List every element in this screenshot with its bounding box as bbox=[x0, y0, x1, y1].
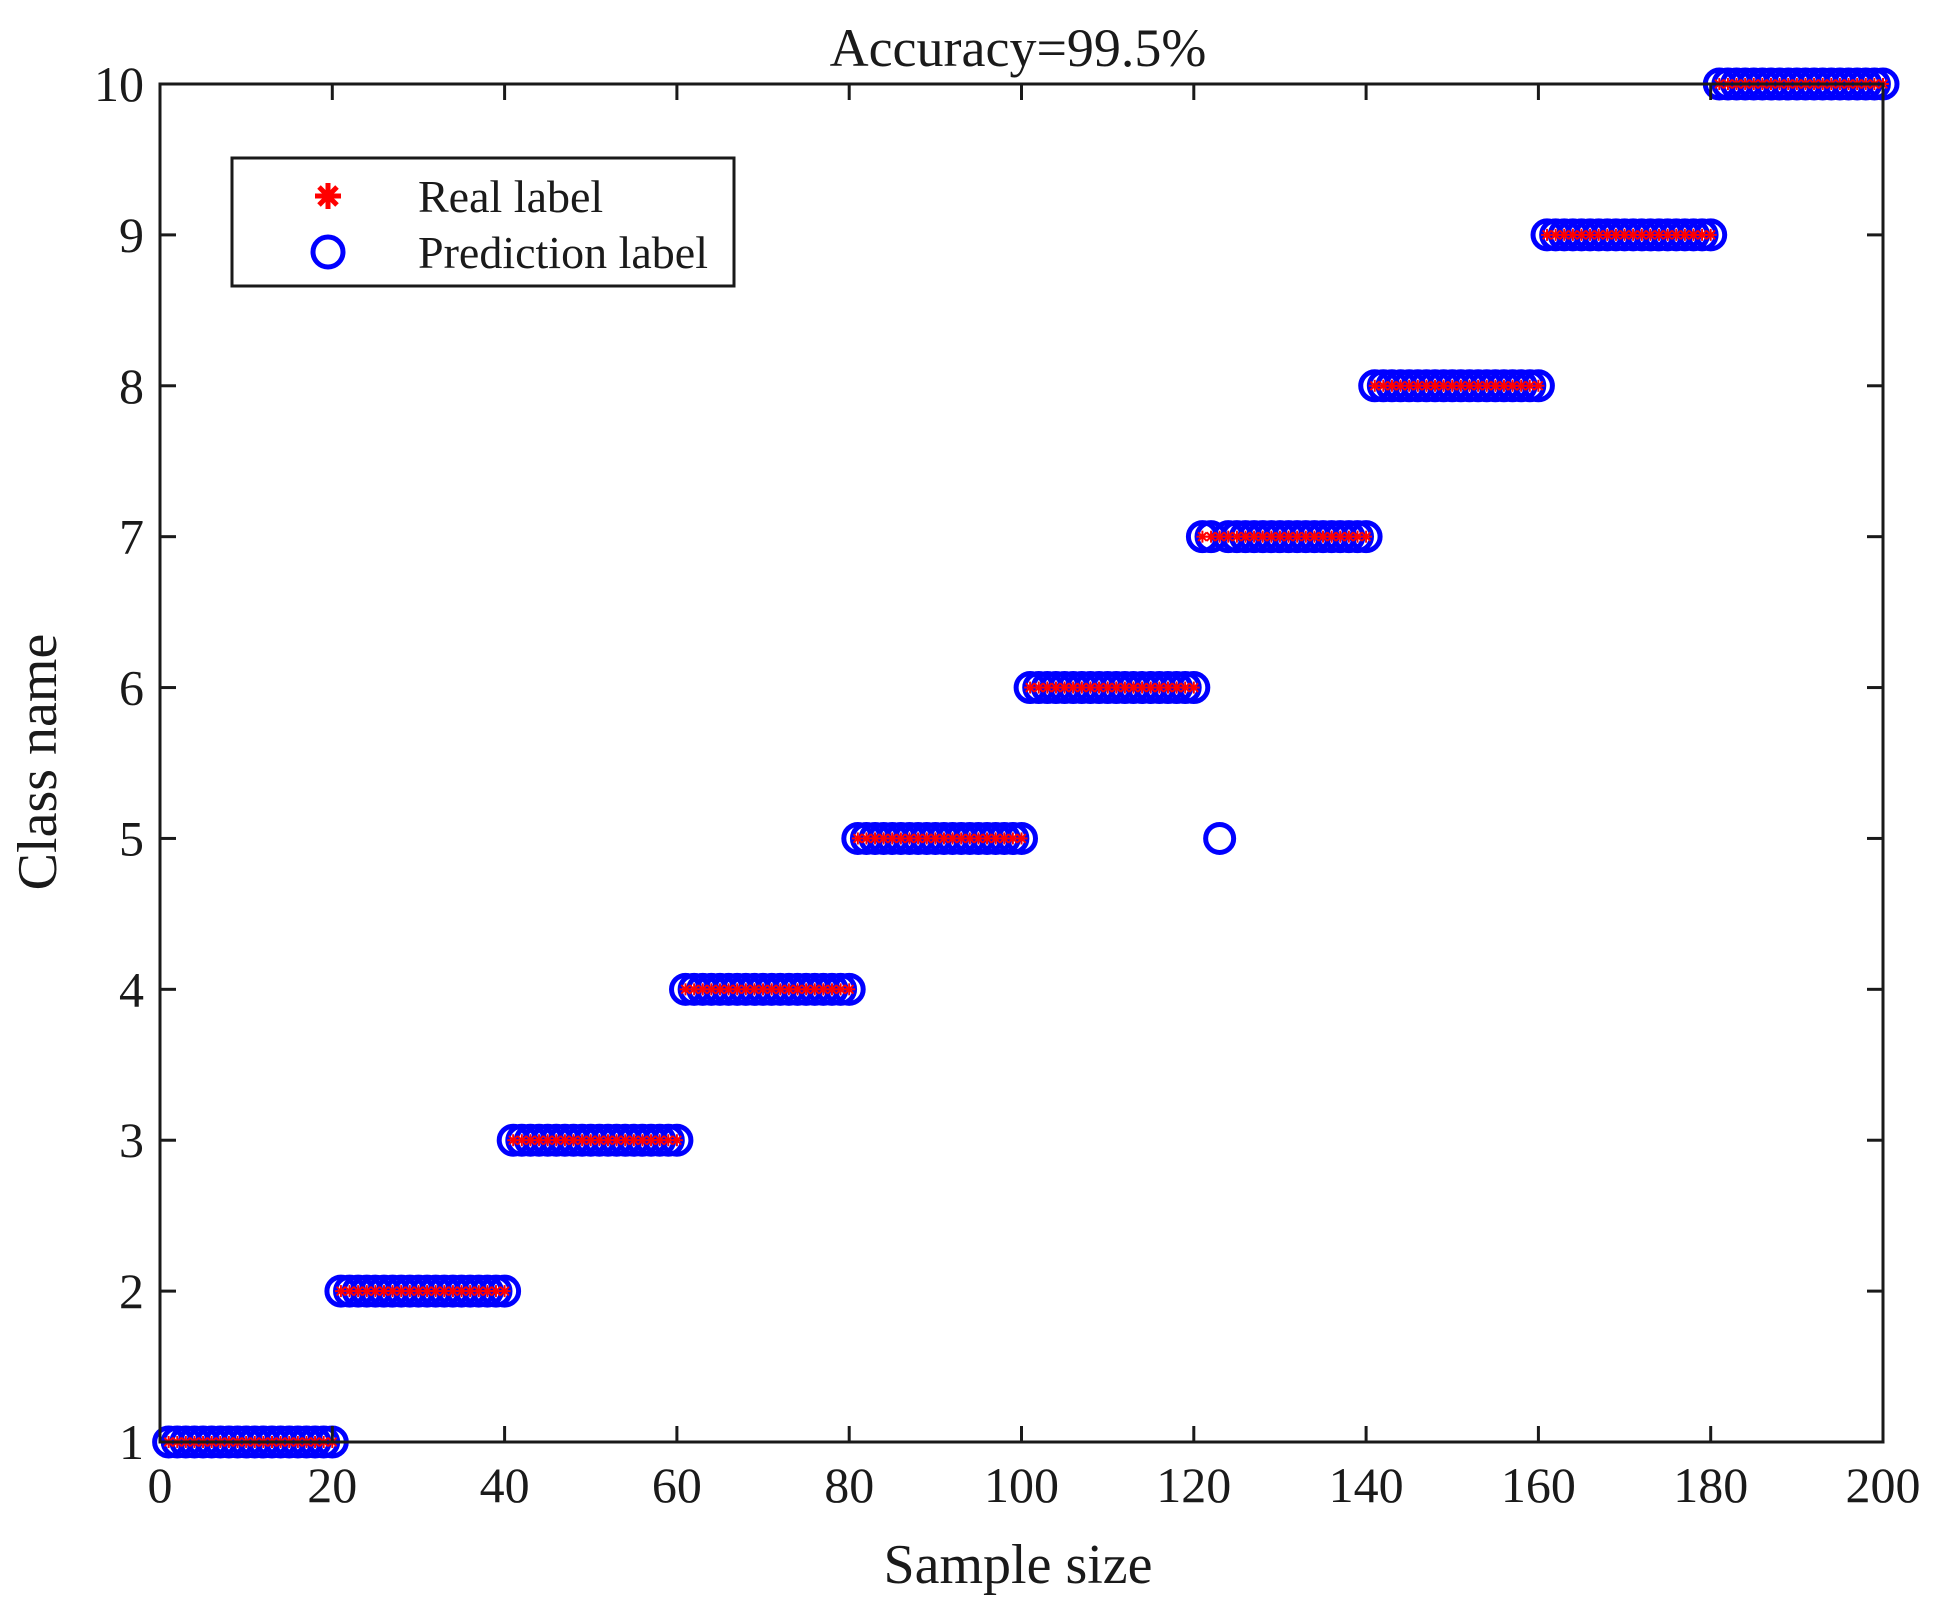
real-point bbox=[1575, 228, 1588, 241]
real-point bbox=[627, 1134, 640, 1147]
real-point bbox=[1368, 379, 1381, 392]
real-point bbox=[1609, 228, 1622, 241]
real-point bbox=[1213, 530, 1226, 543]
axes: 0 20 40 60 80 100 120 140 160 180 200 1 2 3 4 5 6 7 8 9 10 bbox=[94, 56, 1921, 1513]
x-tick-label: 200 bbox=[1846, 1457, 1921, 1513]
real-point bbox=[1653, 228, 1666, 241]
real-point bbox=[1558, 228, 1571, 241]
real-point bbox=[670, 1134, 683, 1147]
real-point bbox=[1136, 681, 1149, 694]
y-tick-label: 5 bbox=[119, 810, 144, 866]
x-tick-label: 20 bbox=[307, 1457, 357, 1513]
x-tick-label: 180 bbox=[1673, 1457, 1748, 1513]
x-tick-label: 80 bbox=[824, 1457, 874, 1513]
y-tick-label: 2 bbox=[119, 1263, 144, 1319]
plot-marks bbox=[152, 67, 1900, 1459]
real-point bbox=[791, 983, 804, 996]
chart-title: Accuracy=99.5% bbox=[830, 18, 1207, 78]
y-tick-label: 6 bbox=[119, 660, 144, 716]
real-point bbox=[1601, 228, 1614, 241]
real-point bbox=[464, 1285, 477, 1298]
real-point bbox=[472, 1285, 485, 1298]
real-point bbox=[1618, 228, 1631, 241]
real-point bbox=[360, 1285, 373, 1298]
legend-prediction-marker bbox=[310, 234, 346, 270]
real-point bbox=[722, 983, 735, 996]
real-point bbox=[1704, 228, 1717, 241]
x-tick-label: 140 bbox=[1329, 1457, 1404, 1513]
real-point bbox=[550, 1134, 563, 1147]
real-point bbox=[860, 832, 873, 845]
series-real bbox=[162, 78, 1889, 1448]
real-point bbox=[412, 1285, 425, 1298]
real-point bbox=[369, 1285, 382, 1298]
real-point bbox=[869, 832, 882, 845]
legend-box bbox=[230, 156, 736, 288]
y-tick-label: 8 bbox=[119, 358, 144, 414]
real-point bbox=[1015, 832, 1028, 845]
real-point bbox=[558, 1134, 571, 1147]
x-tick-label: 0 bbox=[148, 1457, 173, 1513]
legend: Real label Prediction label bbox=[230, 156, 736, 288]
real-point bbox=[1687, 228, 1700, 241]
x-tick-label: 160 bbox=[1501, 1457, 1576, 1513]
real-point bbox=[1584, 228, 1597, 241]
real-point bbox=[1592, 228, 1605, 241]
legend-real-label: Real label bbox=[418, 171, 603, 222]
real-point bbox=[1144, 681, 1157, 694]
y-tick-label: 4 bbox=[119, 961, 144, 1017]
real-point bbox=[713, 983, 726, 996]
real-point bbox=[834, 983, 847, 996]
y-axis-title: Class name bbox=[7, 634, 69, 891]
real-point bbox=[377, 1285, 390, 1298]
real-point bbox=[894, 832, 907, 845]
real-point bbox=[343, 1285, 356, 1298]
real-point bbox=[800, 983, 813, 996]
real-point bbox=[1325, 530, 1338, 543]
x-tick-label: 40 bbox=[480, 1457, 530, 1513]
real-point bbox=[920, 832, 933, 845]
real-point bbox=[1187, 681, 1200, 694]
real-point bbox=[946, 832, 959, 845]
real-point bbox=[843, 983, 856, 996]
real-point bbox=[1308, 530, 1321, 543]
real-point bbox=[1463, 379, 1476, 392]
real-point bbox=[1515, 379, 1528, 392]
legend-prediction-label: Prediction label bbox=[418, 227, 708, 278]
real-point bbox=[403, 1285, 416, 1298]
y-tick-label: 7 bbox=[119, 509, 144, 565]
y-tick-label: 1 bbox=[119, 1414, 144, 1470]
y-tick-label: 3 bbox=[119, 1112, 144, 1168]
x-tick-label: 60 bbox=[652, 1457, 702, 1513]
x-axis-title: Sample size bbox=[883, 1534, 1152, 1596]
y-tick-label: 9 bbox=[119, 207, 144, 263]
prediction-point bbox=[1203, 821, 1237, 855]
real-point bbox=[1360, 530, 1373, 543]
y-tick-label: 10 bbox=[94, 56, 144, 112]
real-point bbox=[696, 983, 709, 996]
real-point bbox=[1342, 530, 1355, 543]
real-point bbox=[498, 1285, 511, 1298]
x-tick-label: 100 bbox=[984, 1457, 1059, 1513]
real-point bbox=[1532, 379, 1545, 392]
real-point bbox=[851, 832, 864, 845]
x-tick-label: 120 bbox=[1156, 1457, 1231, 1513]
legend-real-marker bbox=[315, 183, 341, 209]
real-point bbox=[1480, 379, 1493, 392]
